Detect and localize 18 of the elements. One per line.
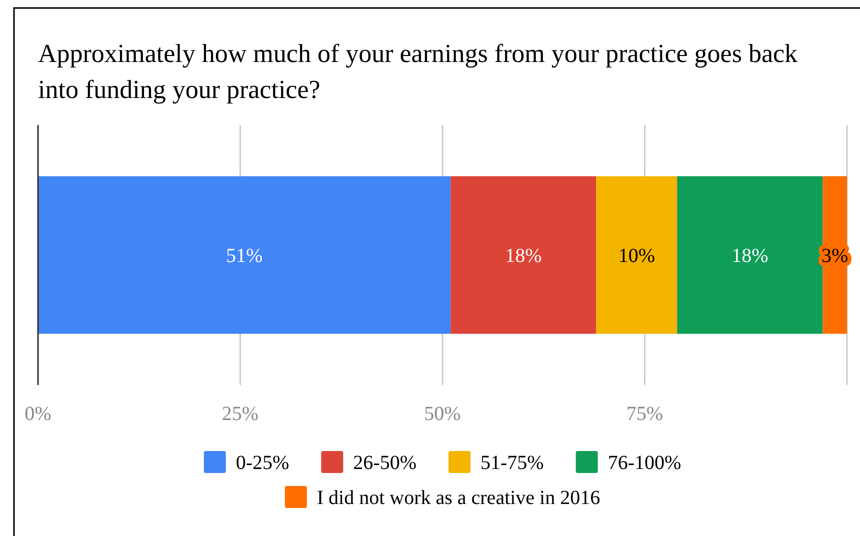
bar (38, 176, 451, 334)
legend-label: 26-50% (353, 452, 417, 474)
legend-label: 76-100% (608, 452, 682, 474)
data-label: 18% (732, 245, 768, 267)
bar (677, 176, 823, 334)
x-tick-label: 0% (24, 403, 52, 425)
data-label: 18% (505, 245, 542, 267)
legend-label: 0-25% (236, 452, 290, 474)
data-label: 51% (226, 245, 263, 267)
legend-label: 51-75% (480, 452, 544, 474)
x-tick-label: 75% (626, 403, 664, 425)
x-tick-label: 25% (222, 403, 259, 425)
data-label: 10% (618, 245, 655, 267)
x-tick-label: 50% (424, 403, 461, 425)
chart-title: Approximately how much of your earnings from your practice goes back into funding your practice? (38, 39, 798, 104)
bar (596, 176, 678, 334)
bar (450, 176, 596, 334)
legend-label: I did not work as a creative in 2016 (316, 487, 600, 509)
